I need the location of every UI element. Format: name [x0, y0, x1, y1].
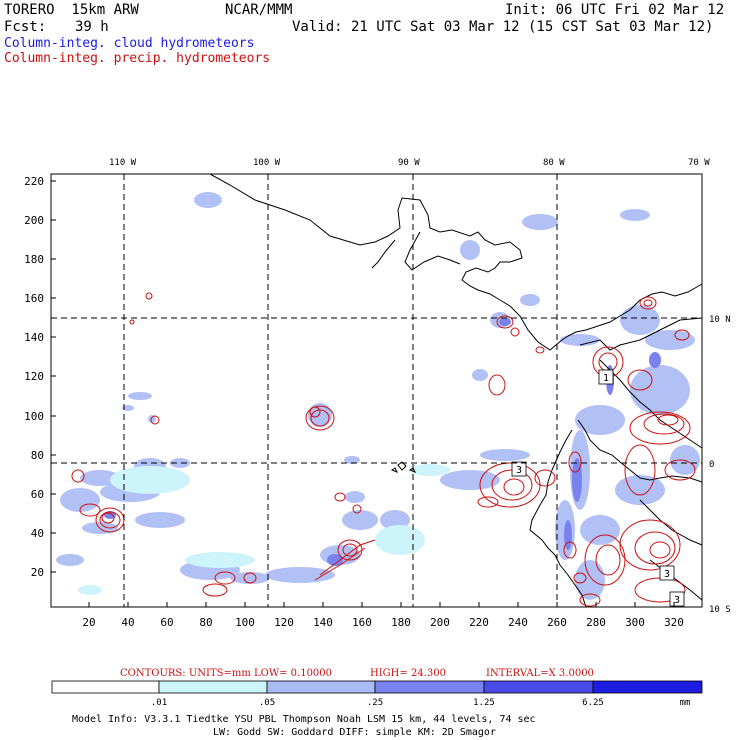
- y-tick-80: 80: [31, 449, 44, 462]
- colorbar-bin-3: [374, 680, 485, 694]
- x-tick-320: 320: [664, 616, 684, 629]
- x-tick-220: 220: [469, 616, 489, 629]
- colorbar-label-2: .25: [367, 698, 383, 708]
- colorbar-bin-2: [266, 680, 376, 694]
- colorbar-bin-5: [592, 680, 703, 694]
- lat-label-10n: 10 N: [709, 315, 731, 325]
- x-tick-marks: [88, 602, 675, 607]
- colorbar-label-4: 6.25: [582, 698, 604, 708]
- latlon-grid: [51, 174, 702, 607]
- lon-label-70w: 70 W: [688, 158, 710, 168]
- x-tick-100: 100: [235, 616, 255, 629]
- model-info-line1: Model Info: V3.3.1 Tiedtke YSU PBL Thomp…: [72, 714, 536, 725]
- organization-label: NCAR/MMM: [225, 2, 293, 18]
- y-tick-140: 140: [24, 331, 44, 344]
- contour-interval: INTERVAL=X 3.0000: [486, 668, 594, 679]
- cell-label-2: 3: [516, 465, 522, 476]
- colorbar-bin-1: [158, 680, 268, 694]
- x-tick-280: 280: [586, 616, 606, 629]
- cloud-shading: [56, 192, 700, 600]
- lon-label-90w: 90 W: [398, 158, 420, 168]
- contour-info: CONTOURS: UNITS=mm LOW= 0.10000 HIGH= 24…: [120, 668, 594, 679]
- forecast-hour: 39 h: [75, 19, 109, 35]
- lon-label-110w: 110 W: [109, 158, 137, 168]
- y-tick-120: 120: [24, 370, 44, 383]
- y-tick-100: 100: [24, 410, 44, 423]
- map-plot-area: 1 3 3 3: [50, 173, 703, 608]
- colorbar-bin-4: [483, 680, 594, 694]
- y-tick-40: 40: [31, 527, 44, 540]
- cell-label-3: 3: [664, 569, 670, 580]
- forecast-label: Fcst:: [4, 19, 47, 35]
- init-time: Init: 06 UTC Fri 02 Mar 12: [505, 2, 725, 18]
- precip-field-title: Column-integ. precip. hydrometeors: [4, 51, 271, 66]
- y-tick-180: 180: [24, 253, 44, 266]
- x-axis: 20 40 60 80 100 120 140 160 180 200 220 …: [82, 616, 684, 629]
- x-tick-240: 240: [508, 616, 528, 629]
- y-tick-200: 200: [24, 214, 44, 227]
- colorbar-label-3: 1.25: [473, 698, 495, 708]
- colorbar-unit: mm: [680, 698, 691, 708]
- x-tick-40: 40: [121, 616, 134, 629]
- lon-labels: 110 W 100 W 90 W 80 W 70 W: [109, 158, 710, 168]
- x-tick-300: 300: [625, 616, 645, 629]
- x-tick-80: 80: [199, 616, 212, 629]
- colorbar: [51, 680, 703, 694]
- contour-high: HIGH= 24.300: [370, 668, 446, 679]
- lat-label-10s: 10 S: [709, 605, 731, 615]
- lon-label-100w: 100 W: [253, 158, 281, 168]
- lat-label-0: 0: [709, 460, 714, 470]
- x-tick-180: 180: [391, 616, 411, 629]
- model-title: TORERO 15km ARW: [4, 2, 139, 18]
- x-tick-260: 260: [547, 616, 567, 629]
- contour-units: CONTOURS: UNITS=mm LOW= 0.10000: [120, 668, 332, 679]
- y-tick-20: 20: [31, 566, 44, 579]
- colorbar-label-0: .01: [151, 698, 167, 708]
- x-tick-120: 120: [274, 616, 294, 629]
- y-axis: 220 200 180 160 140 120 100 80 60 40 20: [24, 175, 44, 579]
- y-tick-60: 60: [31, 488, 44, 501]
- cloud-shading-light: [78, 464, 450, 595]
- colorbar-bin-0: [51, 680, 160, 694]
- x-tick-160: 160: [352, 616, 372, 629]
- x-tick-140: 140: [313, 616, 333, 629]
- lon-label-80w: 80 W: [543, 158, 565, 168]
- y-tick-160: 160: [24, 292, 44, 305]
- y-tick-marks: [51, 180, 56, 573]
- colorbar-label-1: .05: [259, 698, 275, 708]
- y-tick-220: 220: [24, 175, 44, 188]
- map-frame: [50, 173, 703, 608]
- colorbar-labels: .01 .05 .25 1.25 6.25 mm: [151, 698, 691, 708]
- x-tick-200: 200: [430, 616, 450, 629]
- model-info-line2: LW: Godd SW: Goddard DIFF: simple KM: 2D…: [213, 727, 496, 738]
- valid-time: Valid: 21 UTC Sat 03 Mar 12 (15 CST Sat …: [292, 19, 714, 35]
- footer: Model Info: V3.3.1 Tiedtke YSU PBL Thomp…: [72, 714, 536, 738]
- x-tick-20: 20: [82, 616, 95, 629]
- x-tick-60: 60: [160, 616, 173, 629]
- cell-label-4: 3: [674, 595, 680, 606]
- cloud-field-title: Column-integ. cloud hydrometeors: [4, 36, 255, 51]
- cell-label-1: 1: [603, 373, 609, 384]
